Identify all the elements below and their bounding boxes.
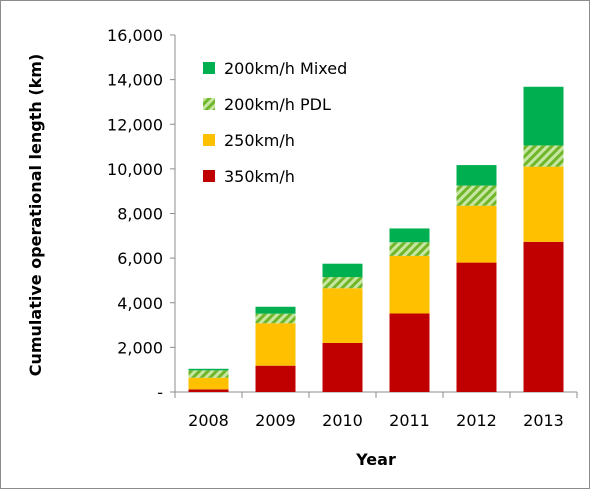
bar-segment-350km-h — [389, 313, 430, 392]
bar-segment-200km-h-pdl — [188, 370, 229, 378]
bar-segment-200km-h-mixed — [456, 165, 497, 186]
x-tick-label: 2012 — [456, 411, 497, 430]
bar-segment-200km-h-mixed — [389, 228, 430, 243]
bar-segment-200km-h-pdl — [389, 242, 430, 256]
bar-segment-250km-h — [255, 323, 296, 366]
y-tick-label: - — [157, 383, 163, 402]
x-tick-label: 2009 — [255, 411, 296, 430]
legend-swatch — [203, 134, 215, 146]
bar-segment-350km-h — [255, 365, 296, 392]
bar-segment-250km-h — [456, 205, 497, 263]
y-tick-label: 8,000 — [117, 205, 163, 224]
legend-swatch — [203, 170, 215, 182]
bar-segment-350km-h — [456, 262, 497, 392]
y-tick-label: 12,000 — [107, 115, 163, 134]
bar-segment-200km-h-pdl — [456, 185, 497, 206]
legend-swatch — [203, 98, 215, 110]
x-tick-label: 2011 — [389, 411, 430, 430]
y-tick-label: 2,000 — [117, 338, 163, 357]
x-axis-title: Year — [355, 450, 396, 469]
y-tick-label: 6,000 — [117, 249, 163, 268]
y-tick-label: 10,000 — [107, 160, 163, 179]
bar-segment-200km-h-pdl — [322, 277, 363, 289]
legend-label: 200km/h PDL — [224, 95, 331, 114]
y-tick-label: 14,000 — [107, 71, 163, 90]
y-tick-label: 4,000 — [117, 294, 163, 313]
bar-segment-350km-h — [188, 389, 229, 392]
bar-segment-200km-h-mixed — [188, 368, 229, 371]
bar-segment-200km-h-pdl — [255, 313, 296, 324]
bar-segment-200km-h-mixed — [322, 263, 363, 278]
bar-segment-250km-h — [322, 288, 363, 343]
legend: 200km/h Mixed 200km/h PDL 250km/h 350km/h — [203, 59, 347, 186]
bar-segment-350km-h — [523, 241, 564, 392]
x-axis: 2008 2009 2010 2011 2012 2013 — [174, 391, 578, 430]
bar-segment-250km-h — [188, 377, 229, 390]
x-tick-label: 2010 — [322, 411, 363, 430]
bar-segment-350km-h — [322, 342, 363, 392]
bar-segment-250km-h — [523, 166, 564, 242]
legend-label: 350km/h — [224, 167, 295, 186]
legend-label: 250km/h — [224, 131, 295, 150]
y-axis-title: Cumulative operational length (km) — [26, 54, 45, 377]
legend-label: 200km/h Mixed — [224, 59, 347, 78]
bar-segment-200km-h-pdl — [523, 145, 564, 167]
bar-segment-250km-h — [389, 255, 430, 314]
y-tick-label: 16,000 — [107, 26, 163, 45]
bars — [188, 86, 564, 392]
x-tick-label: 2013 — [523, 411, 564, 430]
bar-segment-200km-h-mixed — [523, 86, 564, 146]
x-tick-label: 2008 — [188, 411, 229, 430]
y-axis: - 2,000 4,000 6,000 8,000 10,000 12,000 14,000 1… — [107, 26, 176, 402]
legend-swatch — [203, 62, 215, 74]
bar-segment-200km-h-mixed — [255, 306, 296, 314]
